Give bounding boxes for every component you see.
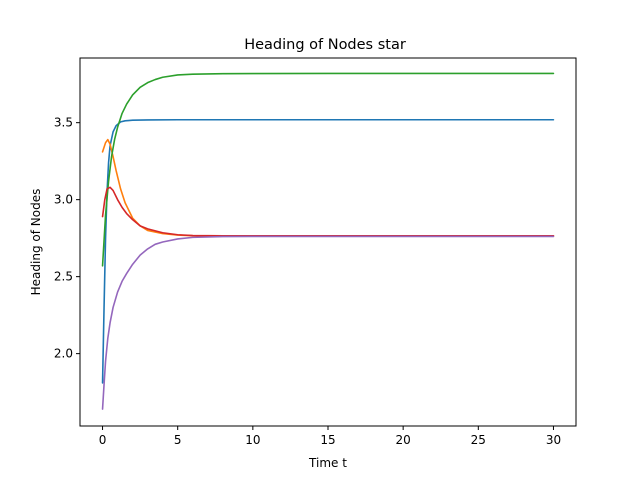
y-axis-label: Heading of Nodes bbox=[29, 189, 43, 296]
x-tick-label: 5 bbox=[174, 433, 182, 447]
plot-area: 0 5 10 15 20 25 30 2.0 2.5 3.0 3.5 bbox=[54, 57, 577, 447]
y-tick-label: 2.0 bbox=[54, 347, 73, 361]
series-line-3 bbox=[101, 72, 555, 267]
x-axis-ticks: 0 5 10 15 20 25 30 bbox=[99, 426, 561, 447]
x-tick-label: 25 bbox=[471, 433, 486, 447]
y-tick-label: 3.0 bbox=[54, 193, 73, 207]
x-tick-label: 0 bbox=[99, 433, 107, 447]
x-tick-label: 10 bbox=[245, 433, 260, 447]
x-tick-label: 20 bbox=[396, 433, 411, 447]
series-line-5 bbox=[101, 235, 555, 410]
y-axis-ticks: 2.0 2.5 3.0 3.5 bbox=[54, 116, 80, 361]
series-layer bbox=[101, 72, 555, 410]
x-tick-label: 15 bbox=[320, 433, 335, 447]
x-tick-label: 30 bbox=[546, 433, 561, 447]
y-tick-label: 3.5 bbox=[54, 116, 73, 130]
y-tick-label: 2.5 bbox=[54, 270, 73, 284]
x-axis-label: Time t bbox=[308, 456, 347, 470]
chart-title: Heading of Nodes star bbox=[244, 37, 406, 53]
